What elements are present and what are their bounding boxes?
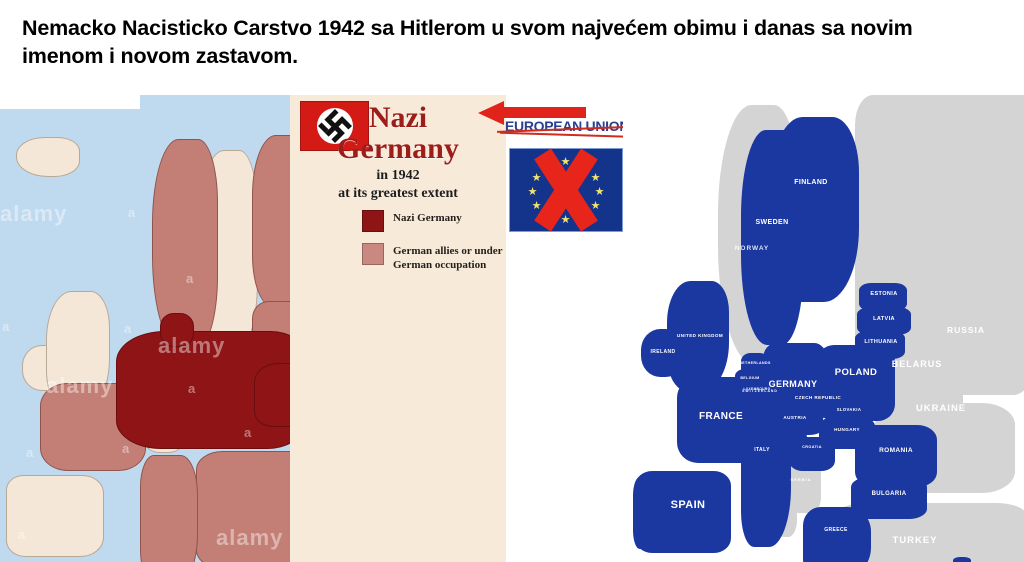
country-portugal (633, 477, 659, 549)
page-title: Nemacko Nacisticko Carstvo 1942 sa Hitle… (22, 16, 913, 69)
eu-star: ★ (560, 214, 571, 226)
legend-items: Nazi Germany German allies or under Germ… (362, 210, 506, 284)
legend-item: German allies or under German occupation (362, 243, 506, 273)
legend-label: German allies or under German occupation (393, 245, 503, 271)
country-croatia (789, 437, 835, 471)
nazi-swastika-flag-icon (300, 101, 369, 151)
european-union-flag-icon: ★ ★ ★ ★ ★ ★ ★ ★ ★ ★ ★ ★ (509, 148, 623, 232)
country-bulgaria (851, 477, 927, 519)
territory-italy (140, 455, 198, 562)
territory-reich-denmark (160, 313, 194, 347)
country-greece (803, 507, 871, 562)
country-sweden (741, 130, 803, 345)
red-x-mark-icon (510, 148, 622, 232)
legend-subtitle: in 1942 at its greatest extent (290, 167, 506, 202)
legend-subtitle-line2: at its greatest extent (338, 185, 458, 201)
legend-subtitle-line1: in 1942 (376, 168, 420, 183)
country-estonia (859, 283, 907, 311)
landmass-iberia (6, 475, 104, 557)
eu-star: ★ (590, 172, 601, 184)
eu-star: ★ (560, 156, 571, 168)
country-romania (855, 425, 937, 487)
map-legend-panel: Nazi Germany in 1942 at its greatest ext… (290, 95, 506, 562)
country-united-kingdom (667, 281, 729, 391)
left-pointing-arrow-icon (478, 100, 586, 125)
eu-star: ★ (531, 172, 542, 184)
country-latvia (857, 307, 911, 335)
white-overlay-patch (0, 95, 140, 109)
landmass-iceland (16, 137, 80, 177)
eu-star: ★ (531, 200, 542, 212)
country-cyprus (953, 557, 971, 562)
arrow-head (478, 101, 504, 125)
legend-label: Nazi Germany (393, 212, 462, 224)
legend-swatch-nazi-germany (362, 210, 384, 232)
legend-item: Nazi Germany (362, 210, 506, 232)
nazi-germany-1942-map: alamy alamy alamy alamy alamy a a a a a … (0, 95, 506, 562)
arrow-shaft (500, 107, 586, 118)
eu-star: ★ (590, 200, 601, 212)
legend-heading-line2: Germany (337, 131, 459, 165)
eu-star: ★ (594, 186, 605, 198)
eu-star: ★ (527, 186, 538, 198)
legend-heading-line1: Nazi (368, 101, 428, 134)
legend-swatch-german-allies (362, 243, 384, 265)
legend-heading: Nazi Germany (290, 101, 506, 165)
european-union-members-map: FINLAND SWEDEN ESTONIA LATVIA LITHUANIA … (623, 95, 1024, 562)
